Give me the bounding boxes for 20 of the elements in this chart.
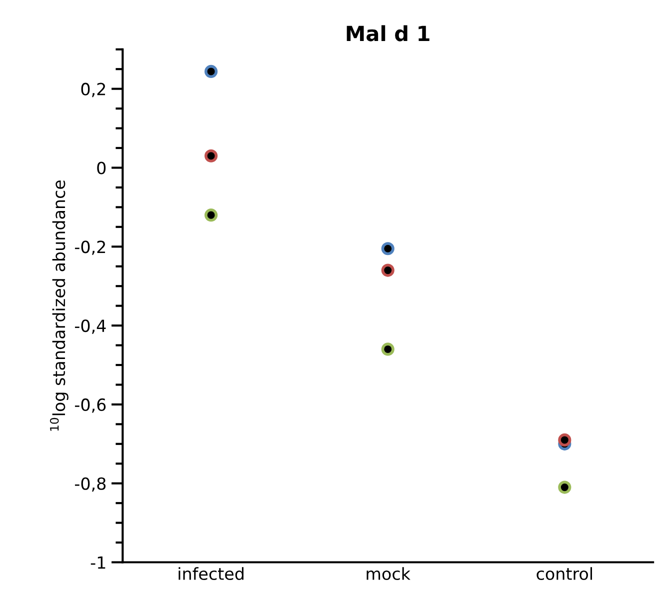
y-tick-label: -0,6 [74, 398, 106, 413]
y-axis-title: $^{10}$log standardized abundance [50, 180, 68, 431]
x-tick-label: mock [366, 567, 410, 580]
y-tick-label: 0,2 [81, 82, 106, 98]
x-tick-label: control [536, 567, 592, 580]
point [204, 208, 218, 222]
y-tick-label: -0,8 [74, 477, 106, 492]
point [381, 342, 394, 356]
point [204, 149, 218, 162]
point [204, 64, 218, 78]
point [381, 242, 394, 256]
chart-title: Mal d 1 [346, 25, 430, 42]
point [381, 264, 394, 277]
point [558, 433, 572, 446]
y-tick-label: -1 [90, 556, 106, 569]
y-tick-label: -0,4 [74, 320, 106, 334]
y-tick-label: -0,2 [74, 240, 106, 255]
point [558, 480, 572, 494]
y-tick-label: 0 [97, 162, 106, 174]
x-tick-label: infected [178, 567, 244, 580]
